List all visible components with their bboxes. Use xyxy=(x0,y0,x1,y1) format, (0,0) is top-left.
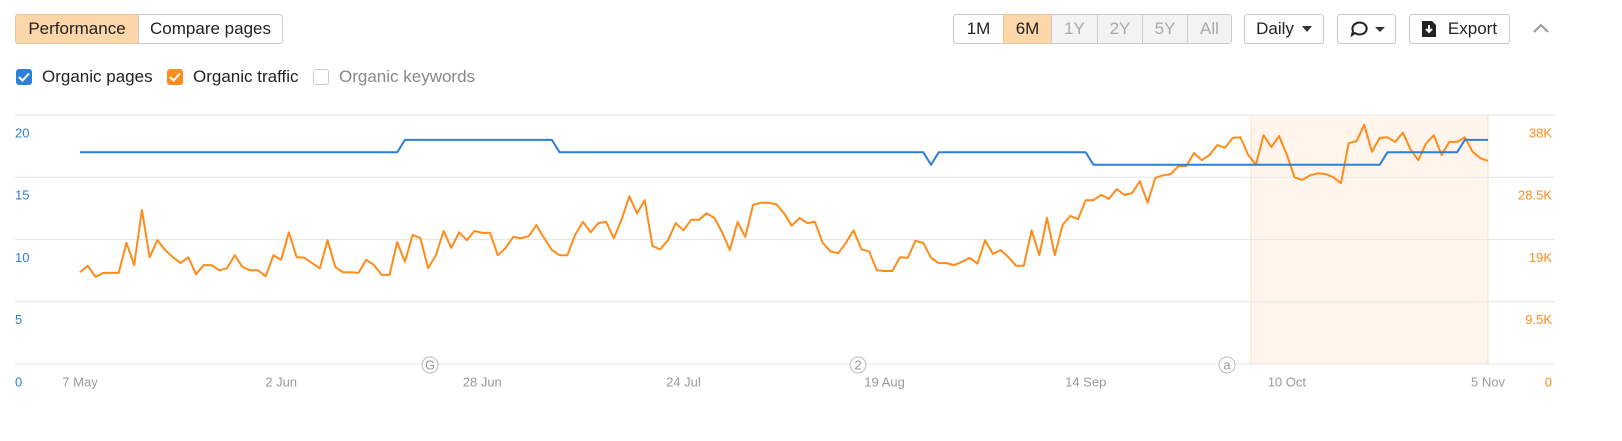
x-tick-label: 24 Jul xyxy=(666,374,701,389)
event-label: G xyxy=(425,357,435,372)
y2-tick-label: 19K xyxy=(1529,250,1552,265)
range-button[interactable]: 6M xyxy=(1003,14,1052,44)
series-toggle[interactable]: Organic pages xyxy=(16,67,153,86)
export-label: Export xyxy=(1447,19,1498,38)
range-button[interactable]: 1M xyxy=(953,14,1004,44)
interval-dropdown[interactable]: Daily xyxy=(1244,14,1324,44)
event-marker xyxy=(1218,356,1236,374)
tab[interactable]: Compare pages xyxy=(138,14,283,44)
event-label: a xyxy=(1223,357,1231,372)
event-marker xyxy=(849,356,867,374)
metric-toggle[interactable]: Organic keywords xyxy=(313,67,476,86)
range-button[interactable]: 1Y xyxy=(1051,14,1098,44)
tab[interactable]: Performance xyxy=(15,14,139,44)
range-button[interactable]: 2Y xyxy=(1097,14,1143,44)
checkbox[interactable] xyxy=(313,69,329,85)
y-tick-label: 10 xyxy=(15,250,29,265)
x-tick-label: 28 Jun xyxy=(463,374,502,389)
interval-label: Daily xyxy=(1256,19,1294,38)
series-toggle[interactable]: Organic traffic xyxy=(167,67,299,86)
series-line xyxy=(80,138,1488,166)
comment-icon xyxy=(1349,21,1385,38)
checkmark xyxy=(169,72,181,82)
legend-label: Organic pages xyxy=(42,67,153,86)
event-label: 2 xyxy=(854,357,861,372)
legend-label: Organic traffic xyxy=(193,67,299,86)
range-button[interactable]: 5Y xyxy=(1142,14,1188,44)
caret xyxy=(1301,26,1312,32)
y-tick-label: 5 xyxy=(15,312,22,327)
range-button[interactable]: All xyxy=(1187,14,1232,44)
x-tick-label: 10 Oct xyxy=(1268,374,1307,389)
y-tick-label: 0 xyxy=(15,374,22,389)
legend-label: Organic keywords xyxy=(339,67,476,86)
x-tick-label: 2 Jun xyxy=(265,374,297,389)
y2-tick-label: 28.5K xyxy=(1518,188,1552,203)
checkmark xyxy=(18,72,30,82)
x-tick-label: 5 Nov xyxy=(1471,374,1505,389)
collapse-chevron[interactable] xyxy=(1532,22,1550,34)
series-line xyxy=(79,123,1489,278)
export-button[interactable]: Export xyxy=(1409,14,1510,44)
y2-tick-label: 9.5K xyxy=(1525,312,1552,327)
export-icon xyxy=(1421,21,1436,37)
y-tick-label: 15 xyxy=(15,188,29,203)
x-tick-label: 19 Aug xyxy=(864,374,905,389)
annotations-dropdown[interactable] xyxy=(1337,14,1396,44)
x-tick-label: 14 Sep xyxy=(1065,374,1106,389)
event-marker xyxy=(421,356,439,374)
y-tick-label: 20 xyxy=(15,125,29,140)
y2-tick-label: 0 xyxy=(1545,374,1552,389)
checkbox[interactable] xyxy=(16,69,32,85)
y2-tick-label: 38K xyxy=(1529,125,1552,140)
checkbox[interactable] xyxy=(167,69,183,85)
x-tick-label: 7 May xyxy=(62,374,98,389)
